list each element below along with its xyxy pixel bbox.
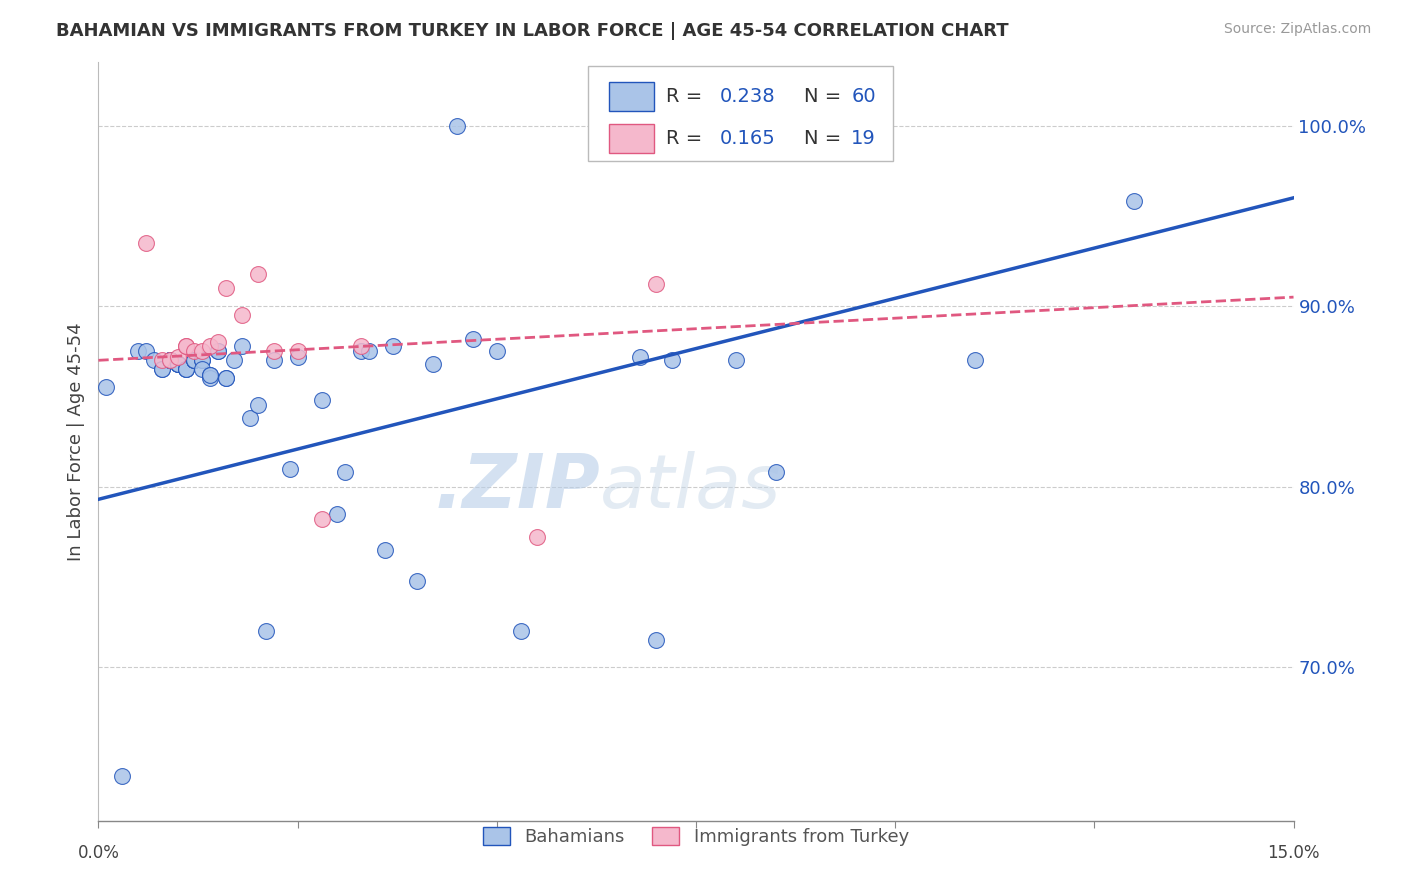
Point (174, 339, 197, 353)
Point (159, 353, 181, 368)
Legend: Bahamians, Immigrants from Turkey: Bahamians, Immigrants from Turkey (475, 820, 917, 854)
Point (215, 371, 238, 385)
Point (183, 353, 205, 368)
Point (207, 344, 229, 359)
Point (335, 465, 357, 479)
Point (350, 339, 373, 353)
Point (167, 357, 190, 371)
Point (135, 235, 157, 250)
Point (765, 465, 787, 479)
Point (198, 339, 221, 353)
Point (174, 362, 197, 376)
Point (174, 339, 197, 353)
Point (174, 362, 197, 376)
Point (222, 353, 245, 368)
Point (191, 362, 214, 376)
Point (159, 353, 181, 368)
Text: 0.238: 0.238 (720, 87, 776, 106)
Point (509, 624, 531, 639)
Point (326, 507, 349, 521)
Point (135, 344, 157, 359)
Point (661, 353, 683, 368)
Point (963, 353, 986, 368)
Point (724, 353, 747, 368)
Point (159, 353, 181, 368)
Point (406, 574, 429, 588)
Text: atlas: atlas (600, 451, 782, 523)
Text: 19: 19 (852, 128, 876, 148)
Text: 0.165: 0.165 (720, 128, 776, 148)
Text: BAHAMIAN VS IMMIGRANTS FROM TURKEY IN LABOR FORCE | AGE 45-54 CORRELATION CHART: BAHAMIAN VS IMMIGRANTS FROM TURKEY IN LA… (56, 22, 1010, 40)
Point (287, 344, 309, 359)
Text: 0.0%: 0.0% (77, 844, 120, 862)
Point (159, 353, 181, 368)
Bar (609, 82, 654, 111)
Point (287, 350, 309, 364)
Point (359, 344, 381, 359)
Point (159, 353, 181, 368)
Point (96, 380, 118, 394)
Point (167, 350, 190, 364)
Point (215, 281, 238, 295)
Point (215, 371, 238, 385)
Point (446, 119, 468, 133)
Point (382, 339, 405, 353)
Point (645, 277, 668, 292)
Point (198, 368, 221, 382)
Point (246, 399, 269, 413)
Point (207, 335, 229, 350)
Point (526, 530, 548, 544)
Point (167, 357, 190, 371)
Point (183, 344, 205, 359)
Point (311, 392, 333, 407)
Text: 15.0%: 15.0% (1267, 844, 1320, 862)
Point (311, 512, 333, 526)
Point (278, 461, 301, 475)
Text: .ZIP: .ZIP (434, 450, 600, 524)
Point (143, 353, 166, 368)
Point (628, 350, 651, 364)
Text: Source: ZipAtlas.com: Source: ZipAtlas.com (1223, 22, 1371, 37)
Point (246, 267, 269, 281)
Point (263, 344, 285, 359)
Point (350, 344, 373, 359)
Point (374, 542, 396, 557)
Text: N =: N = (804, 128, 846, 148)
Point (150, 353, 173, 368)
Point (198, 371, 221, 385)
Point (174, 362, 197, 376)
Point (231, 339, 253, 353)
Point (461, 332, 484, 346)
Bar (609, 124, 654, 153)
Text: N =: N = (804, 87, 846, 106)
Point (198, 368, 221, 382)
Point (111, 768, 134, 782)
Point (239, 411, 262, 425)
Text: R =: R = (666, 87, 709, 106)
Point (254, 624, 277, 639)
Point (191, 344, 214, 359)
Point (183, 353, 205, 368)
Point (645, 633, 668, 648)
Point (191, 353, 214, 368)
Point (1123, 194, 1146, 209)
Point (127, 344, 149, 359)
FancyBboxPatch shape (589, 66, 893, 161)
Point (207, 344, 229, 359)
Point (422, 357, 444, 371)
Point (167, 357, 190, 371)
Point (150, 362, 173, 376)
Point (231, 308, 253, 322)
Point (183, 353, 205, 368)
Point (485, 344, 508, 359)
Text: 60: 60 (852, 87, 876, 106)
Point (183, 353, 205, 368)
Point (263, 353, 285, 368)
Point (150, 362, 173, 376)
Point (191, 353, 214, 368)
Y-axis label: In Labor Force | Age 45-54: In Labor Force | Age 45-54 (66, 322, 84, 561)
Text: R =: R = (666, 128, 709, 148)
Point (167, 357, 190, 371)
